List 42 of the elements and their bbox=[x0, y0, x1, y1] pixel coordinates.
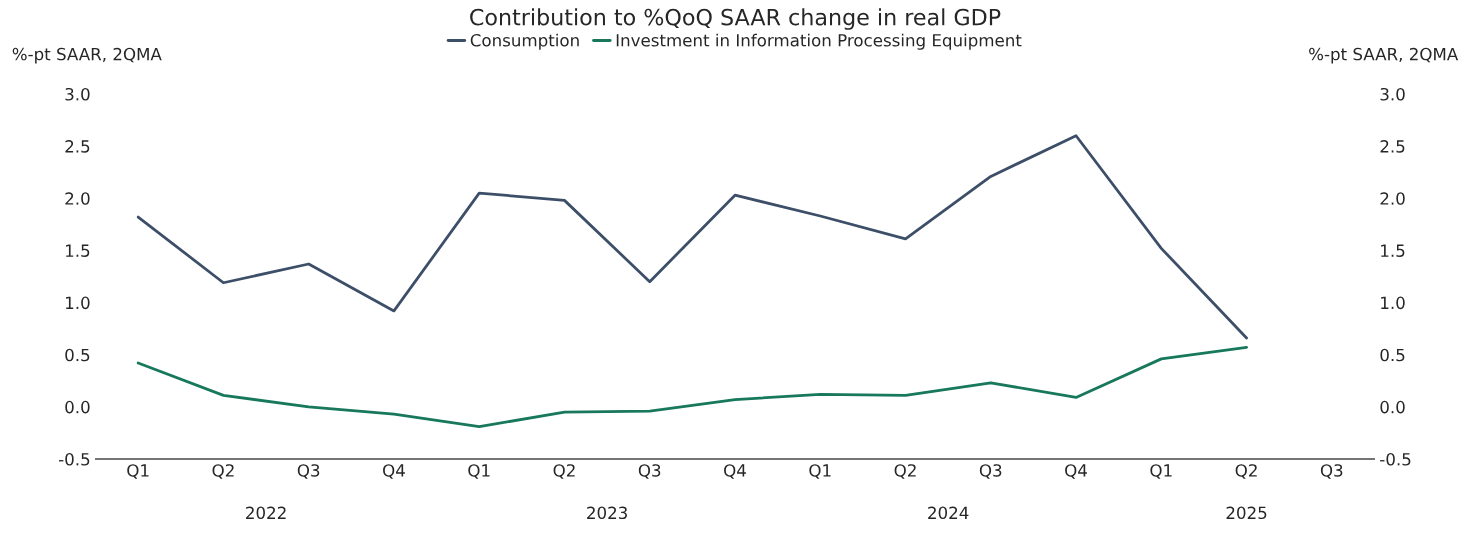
line-series bbox=[136, 346, 1248, 429]
x-tick-label: Q2 bbox=[894, 464, 916, 479]
x-tick-label: Q2 bbox=[212, 464, 234, 479]
x-tick-label: Q3 bbox=[638, 464, 661, 479]
y2-tick-label: 0.5 bbox=[1380, 348, 1405, 362]
y2-tick-label: 3.0 bbox=[1380, 87, 1405, 101]
y2-tick-label: -0.5 bbox=[1380, 452, 1411, 466]
text: 2023 bbox=[587, 506, 627, 520]
x-tick-label: Q3 bbox=[979, 464, 1002, 479]
y-tick-label: 3.0 bbox=[65, 87, 90, 101]
y-tick-label: 2.0 bbox=[65, 192, 90, 205]
x-tick-label: Q3 bbox=[1320, 464, 1343, 479]
x-tick-label: Q2 bbox=[1235, 464, 1257, 479]
x-tick-label: Q2 bbox=[553, 464, 575, 479]
y-tick-label: 0.5 bbox=[65, 348, 90, 362]
text: 2022 bbox=[246, 506, 286, 520]
x-tick-label: Q4 bbox=[383, 464, 405, 479]
y-tick-label: 1.0 bbox=[66, 296, 90, 310]
y-tick-label: 0.0 bbox=[65, 400, 90, 414]
x-tick-label: Q4 bbox=[724, 464, 746, 479]
y2-tick-label: 1.5 bbox=[1381, 244, 1405, 257]
y2-tick-label: 2.0 bbox=[1380, 192, 1405, 205]
legend-label: Consumption bbox=[470, 33, 579, 50]
x-tick-label: Q4 bbox=[1065, 464, 1087, 479]
text: 2025 bbox=[1226, 506, 1267, 520]
y2-tick-label: 2.5 bbox=[1380, 140, 1405, 153]
y-tick-label: 2.5 bbox=[65, 140, 90, 153]
chart-title: Contribution to %QoQ SAAR change in real GDP bbox=[470, 8, 1001, 30]
x-tick-label: Q3 bbox=[297, 464, 320, 479]
text: 2024 bbox=[928, 506, 969, 520]
legend-label: Investment in Information Processing Equipment bbox=[616, 33, 1022, 50]
y2-axis-title: %-pt SAAR, 2QMA bbox=[1309, 47, 1459, 64]
x-tick-label: Q1 bbox=[809, 464, 831, 479]
y2-tick-label: 0.0 bbox=[1380, 400, 1405, 414]
x-tick-label: Q1 bbox=[127, 464, 149, 479]
y-tick-label: -0.5 bbox=[58, 452, 90, 466]
x-tick-label: Q1 bbox=[1150, 464, 1172, 479]
line-series bbox=[136, 134, 1248, 340]
x-tick-label: Q1 bbox=[468, 464, 490, 479]
y-axis-title: %-pt SAAR, 2QMA bbox=[12, 47, 162, 64]
y2-tick-label: 1.0 bbox=[1381, 296, 1405, 310]
y-tick-label: 1.5 bbox=[66, 244, 90, 257]
